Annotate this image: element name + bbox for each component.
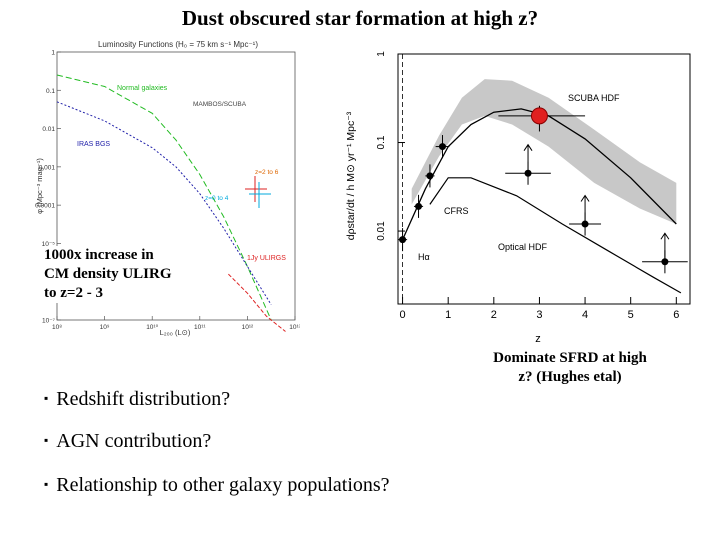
bullet-square-icon: ▪ xyxy=(44,391,49,405)
bullet-item: ▪ Redshift distribution? xyxy=(44,388,230,411)
x-tick-label: 10¹⁰ xyxy=(146,324,158,331)
x-tick-label: 5 xyxy=(628,309,634,321)
sfrd-chart: 1 0.1 0.01 0 1 2 3 4 5 6 z dρstar/dt / h M⊙ yr⁻¹ Mp… xyxy=(345,51,691,345)
y-tick-label: 10⁻⁷ xyxy=(42,318,56,325)
ulirg-note-line: to z=2 - 3 xyxy=(44,285,103,301)
model-band xyxy=(411,79,677,224)
y-tick-label: 1 xyxy=(376,51,387,57)
y-tick-label: 1 xyxy=(51,50,55,57)
y-axis-label: dρstar/dt / h M⊙ yr⁻¹ Mpc⁻³ xyxy=(345,111,357,240)
x-tick-label: 10⁸ xyxy=(52,324,62,331)
lower-limit-arrow xyxy=(660,232,670,240)
y-tick-label: 0.01 xyxy=(376,221,387,241)
x-tick-label: 1 xyxy=(445,309,451,321)
bullet-text: AGN contribution? xyxy=(56,430,212,452)
x-tick-label: 10¹² xyxy=(242,324,254,331)
x-tick-label: 0 xyxy=(400,309,406,321)
data-point xyxy=(426,172,434,180)
x-axis-label: L₂₀₀ (L⊙) xyxy=(160,328,191,337)
data-point xyxy=(581,220,589,228)
y-tick-label: 0.1 xyxy=(46,88,55,95)
x-tick-label: 4 xyxy=(582,309,588,321)
lower-limit-arrow xyxy=(523,143,533,151)
x-tick-label: 10¹³ xyxy=(289,324,300,331)
chart-title: Luminosity Functions (H₀ = 75 km s⁻¹ Mpc… xyxy=(98,40,258,49)
z-range-label-high: z=2 to 6 xyxy=(255,169,279,176)
model-curve-scuba xyxy=(402,108,677,240)
ulirg-note-line: CM density ULIRG xyxy=(44,266,172,282)
bullet-square-icon: ▪ xyxy=(44,433,49,447)
caption-line: Dominate SFRD at high xyxy=(493,350,647,366)
series-label-scuba: SCUBA HDF xyxy=(568,93,620,103)
y-tick-label: 10⁻⁵ xyxy=(42,241,56,248)
slide-title: Dust obscured star formation at high z? xyxy=(181,6,539,30)
caption-line: z? (Hughes etal) xyxy=(518,369,622,385)
plot-frame xyxy=(397,53,691,305)
model-curve-optical xyxy=(429,177,682,294)
series-line xyxy=(228,273,286,332)
data-point xyxy=(399,236,407,244)
series-label-normal: Normal galaxies xyxy=(117,85,168,92)
series-label-cfrs: CFRS xyxy=(444,206,469,216)
y-tick-label: 0.1 xyxy=(376,135,387,149)
x-axis-label: z xyxy=(535,333,541,345)
series-label-optical: Optical HDF xyxy=(498,242,548,252)
luminosity-function-chart: Luminosity Functions (H₀ = 75 km s⁻¹ Mpc… xyxy=(35,40,300,337)
lower-limit-arrow xyxy=(580,194,590,202)
plot-frame xyxy=(56,51,296,321)
bullet-item: ▪ Relationship to other galaxy population… xyxy=(44,474,390,497)
series-line xyxy=(56,101,272,305)
bullet-item: ▪ AGN contribution? xyxy=(44,430,211,453)
x-tick-label: 3 xyxy=(536,309,542,321)
x-tick-label: 6 xyxy=(673,309,679,321)
data-point xyxy=(661,258,669,266)
bullet-text: Redshift distribution? xyxy=(56,388,231,410)
y-tick-label: 0.0001 xyxy=(35,203,55,210)
highlight-point xyxy=(530,107,548,125)
series-label-iras: IRAS BGS xyxy=(77,141,110,148)
bullet-text: Relationship to other galaxy populations… xyxy=(56,474,390,496)
series-line xyxy=(56,74,272,321)
mambos-label: MAMBOS/SCUBA xyxy=(193,101,247,108)
ulirg-density-note: 1000x increase in CM density ULIRG to z=… xyxy=(42,246,174,303)
y-axis-label: φ (Mpc⁻³ mag⁻¹) xyxy=(35,158,44,214)
sfrd-caption: Dominate SFRD at high z? (Hughes etal) xyxy=(470,349,670,387)
data-point xyxy=(524,169,532,177)
y-tick-label: 0.01 xyxy=(42,126,55,133)
z-range-label-low: z=0 to 4 xyxy=(205,195,229,202)
y-tick-label: 0.001 xyxy=(39,164,56,171)
x-tick-label: 2 xyxy=(491,309,497,321)
ulirg-note-line: 1000x increase in xyxy=(44,247,154,263)
series-label-ulirg: 1Jy ULIRGS xyxy=(247,255,286,262)
x-tick-label: 10¹¹ xyxy=(194,324,206,331)
x-tick-label: 10⁹ xyxy=(100,324,110,331)
series-label-halpha: Hα xyxy=(418,252,430,262)
data-point xyxy=(415,202,423,210)
bullet-square-icon: ▪ xyxy=(44,477,49,491)
data-point xyxy=(438,143,446,151)
